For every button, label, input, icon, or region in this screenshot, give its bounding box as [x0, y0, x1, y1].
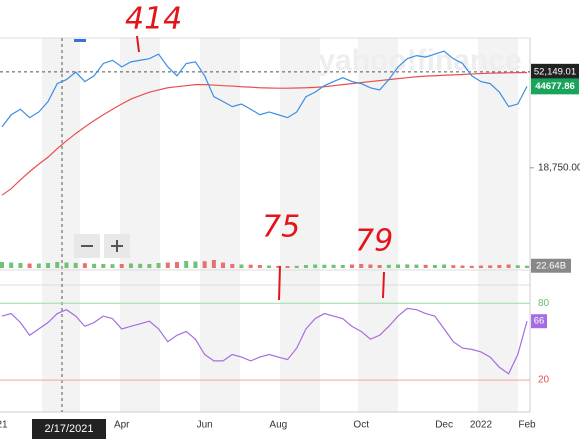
volume-bar: [55, 262, 60, 268]
volume-bar: [451, 265, 456, 268]
x-tick-label: 2022: [470, 420, 493, 431]
volume-bar: [9, 262, 14, 268]
crosshair-date: 2/17/2021: [45, 423, 94, 435]
volume-bar: [497, 265, 502, 268]
volume-bar: [506, 264, 511, 268]
price-box: [531, 63, 579, 80]
crosshair-price: 52,149.01: [534, 66, 576, 77]
volume-bar: [359, 264, 364, 268]
rsi-line: [1, 307, 528, 375]
volume-bar: [322, 264, 327, 268]
annotation: 79: [355, 224, 393, 259]
volume-bar: [27, 263, 32, 268]
rsi-label: 66: [534, 316, 545, 327]
x-tick-label: Oct: [353, 420, 369, 431]
volume-bar: [442, 264, 447, 268]
volume-bar: [239, 264, 244, 268]
volume-bar: [423, 264, 428, 268]
volume-bar: [432, 265, 437, 268]
y-tick-label: 80: [538, 298, 550, 309]
volume-bar: [165, 262, 170, 268]
volume-bar: [46, 263, 51, 268]
volume-bar: [202, 261, 207, 268]
volume-bar: [92, 263, 97, 268]
volume-bar: [211, 260, 216, 268]
volume-bar: [18, 263, 23, 268]
volume-bar: [414, 264, 419, 268]
volume-bar: [257, 265, 262, 268]
volume-bar: [386, 264, 391, 268]
volume-bar: [515, 265, 520, 268]
y-tick-label: 18,750.00: [538, 162, 580, 173]
date-box: [32, 419, 106, 439]
last-price-box: [531, 78, 579, 95]
volume-bar: [221, 262, 226, 268]
line-series: [1, 71, 528, 196]
volume-bar: [175, 262, 179, 268]
zoom-controls[interactable]: [74, 234, 130, 258]
volume-bar: [525, 265, 529, 268]
volume-bar: [73, 262, 78, 268]
x-tick-label: Dec: [435, 420, 453, 431]
x-tick-label: Aug: [269, 420, 287, 431]
volume-bar: [478, 265, 483, 268]
last-price: 44677.86: [535, 81, 575, 92]
volume-bar: [110, 264, 115, 268]
volume-bar: [405, 264, 410, 268]
volume-bar: [377, 265, 382, 268]
volume-bar: [156, 263, 161, 268]
rsi-box: [531, 314, 547, 329]
volume-bar: [294, 265, 299, 268]
annotation: 75: [262, 210, 300, 245]
volume-label: 22.64B: [536, 260, 566, 271]
marker: [74, 39, 86, 42]
volume-bar: [82, 263, 87, 268]
handwriting: [136, 35, 385, 301]
volume-bar: [101, 264, 106, 268]
volume-bar: [230, 264, 235, 268]
x-tick-label: Feb: [518, 420, 536, 431]
volume-bar: [396, 264, 401, 268]
volume-bar: [248, 264, 253, 268]
volume-bar: [460, 265, 465, 268]
volume-bar: [303, 265, 308, 268]
volume-bar: [285, 266, 290, 268]
volume-bar: [64, 262, 69, 268]
volume-bar: [313, 264, 318, 268]
line-series: [1, 50, 528, 128]
volume-bar: [267, 265, 272, 268]
volume-bar: [147, 264, 152, 268]
volume-bar: [488, 265, 493, 268]
annotation: 414: [125, 2, 182, 37]
volume-bar: [350, 264, 354, 268]
y-tick-label: 20: [538, 375, 550, 386]
volume-bar: [193, 261, 198, 268]
volume-bar: [119, 264, 124, 268]
volume-bar: [138, 263, 143, 268]
volume-bar: [276, 265, 281, 268]
x-tick-label: 21: [0, 420, 8, 431]
volume-bar: [36, 263, 41, 268]
volume-bar: [469, 265, 474, 268]
volume-bar: [368, 264, 373, 268]
volume-bar: [0, 262, 4, 268]
volume-bar: [340, 265, 345, 268]
x-tick-label: Jun: [197, 420, 213, 431]
volume-box: [531, 258, 571, 273]
x-tick-label: Apr: [114, 420, 130, 431]
volume-bar: [128, 263, 133, 268]
volume-bar: [184, 261, 189, 268]
volume-bar: [331, 264, 336, 268]
